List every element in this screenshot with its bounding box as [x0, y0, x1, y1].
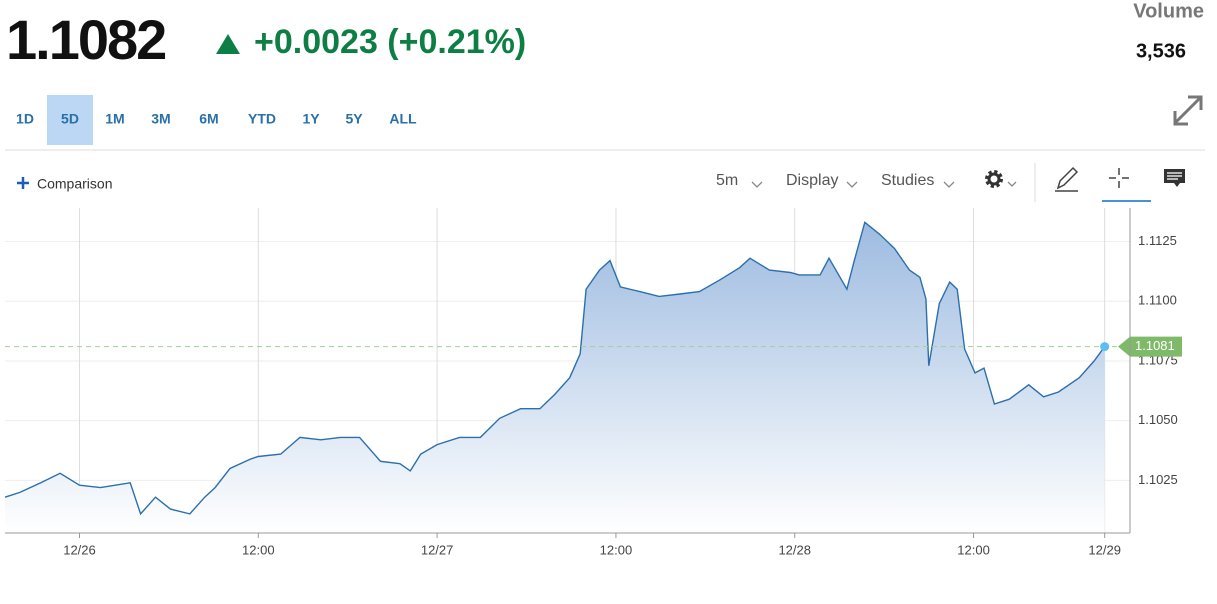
comment-button[interactable] — [1164, 169, 1185, 187]
crosshair-button[interactable] — [1109, 168, 1129, 188]
range-button[interactable]: 6M — [199, 111, 218, 127]
x-tick-label: 12/28 — [778, 542, 811, 557]
y-tick-label: 1.1125 — [1138, 233, 1177, 248]
comparison-button[interactable]: Comparison — [17, 176, 112, 192]
range-button[interactable]: 5Y — [345, 111, 363, 127]
price-line — [4, 221, 1106, 516]
area-fill — [5, 222, 1105, 534]
up-arrow — [216, 34, 240, 54]
y-tick-label: 1.1050 — [1138, 412, 1178, 427]
dropdown-chevrons — [751, 181, 1017, 188]
expand-button[interactable] — [1173, 95, 1203, 126]
last-price-label: 1.1081 — [1135, 338, 1175, 353]
x-tick-label: 12:00 — [600, 542, 633, 557]
range-bar: 1D 5D 1M 3M 6M YTD 1Y 5Y ALL — [16, 95, 417, 145]
studies-button[interactable]: Studies — [881, 172, 934, 189]
draw-button[interactable] — [1055, 166, 1079, 192]
last-point — [1100, 342, 1110, 352]
range-button[interactable]: 5D — [61, 111, 79, 127]
x-tick-label: 12:00 — [957, 542, 990, 557]
settings-button[interactable] — [985, 170, 1003, 188]
range-selected-bg — [47, 95, 93, 145]
price-change: +0.0023 (+0.21%) — [254, 23, 526, 61]
range-button[interactable]: ALL — [389, 111, 417, 127]
interval-button[interactable]: 5m — [716, 172, 738, 189]
comparison-label: Comparison — [37, 176, 112, 192]
display-button[interactable]: Display — [786, 172, 838, 189]
x-tick-label: 12/29 — [1088, 542, 1121, 557]
price: 1.1082 — [6, 8, 165, 71]
volume-label: Volume — [1133, 0, 1204, 22]
range-button[interactable]: 1M — [105, 111, 124, 127]
last-price-tag — [1118, 336, 1182, 357]
volume-value: 3,536 — [1136, 40, 1186, 62]
x-tick-label: 12/26 — [63, 542, 96, 557]
range-button[interactable]: 1Y — [302, 111, 320, 127]
range-button[interactable]: YTD — [248, 111, 276, 127]
y-tick-label: 1.1100 — [1138, 293, 1177, 308]
y-tick-label: 1.1025 — [1138, 472, 1178, 487]
range-button[interactable]: 1D — [16, 111, 34, 127]
x-tick-label: 12/27 — [421, 542, 454, 557]
x-tick-label: 12:00 — [242, 542, 275, 557]
range-button[interactable]: 3M — [151, 111, 170, 127]
